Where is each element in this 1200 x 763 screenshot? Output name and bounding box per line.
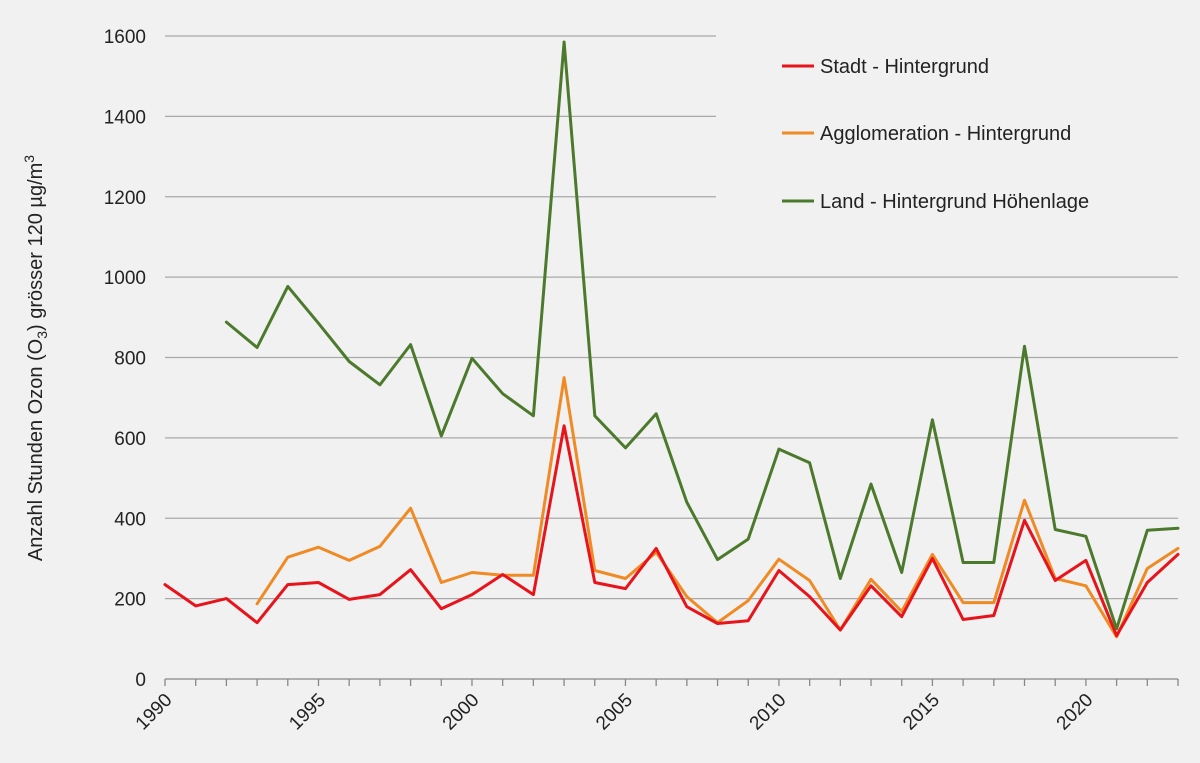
x-tick-label: 2000 [439,690,484,735]
legend-label-stadt: Stadt - Hintergrund [820,56,989,78]
y-tick-label: 1000 [104,268,146,289]
y-tick-label: 600 [114,429,146,450]
x-tick-label: 1990 [132,690,177,735]
series-line-1 [255,376,1180,639]
y-axis-ticks: 0 200 400 600 800 1000 1200 1400 1600 [104,27,146,691]
y-tick-label: 0 [135,670,146,691]
y-tick-label: 800 [114,349,146,370]
y-tick-label: 1600 [104,27,146,48]
legend-label-agglomeration: Agglomeration - Hintergrund [820,123,1071,145]
series-line-0 [163,424,1180,638]
y-tick-label: 200 [114,590,146,611]
y-tick-label: 1200 [104,188,146,209]
y-axis-label-subscript: 3 [34,331,50,339]
x-tick-label: 2005 [592,690,637,735]
y-axis-label-superscript: 3 [21,155,37,163]
grid-lines [165,35,1178,680]
legend-label-land: Land - Hintergrund Höhenlage [820,191,1089,213]
y-axis-label-tail: ) grösser 120 µg/m [25,163,47,331]
series-lines [163,40,1180,639]
y-axis-label: Anzahl Stunden Ozon (O3) grösser 120 µg/… [21,155,50,561]
x-tick-label: 2020 [1053,690,1098,735]
y-tick-label: 400 [114,509,146,530]
x-tick-label: 2010 [746,690,791,735]
x-axis-ticks: 1990 1995 2000 2005 2010 2015 2020 [132,679,1179,735]
series-line-2 [224,40,1180,631]
x-tick-label: 1995 [285,690,330,735]
y-axis-label-main: Anzahl Stunden Ozon (O [25,339,47,561]
legend: Stadt - Hintergrund Agglomeration - Hint… [782,56,1089,213]
x-tick-label: 2015 [899,690,944,735]
y-tick-label: 1400 [104,107,146,128]
